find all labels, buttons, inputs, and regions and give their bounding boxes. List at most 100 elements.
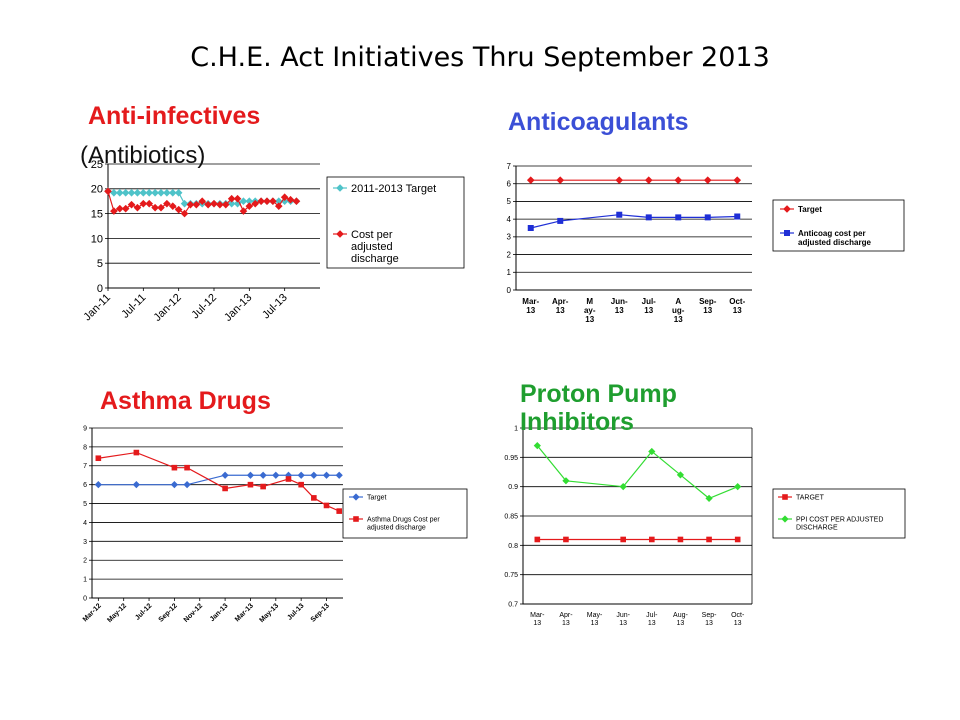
ppi-title: Proton Pump Inhibitors	[520, 380, 677, 436]
data-point	[121, 204, 130, 213]
data-point	[562, 477, 570, 485]
x-tick-label: Mar-13	[522, 297, 539, 315]
data-point	[133, 188, 142, 197]
series-line	[98, 451, 340, 512]
data-point	[168, 188, 177, 197]
x-tick-label: Jul-13	[646, 612, 658, 627]
data-point	[192, 200, 201, 209]
data-point	[110, 207, 118, 215]
data-point	[563, 536, 569, 543]
x-tick-label: Mar-13	[234, 602, 255, 623]
anti-infectives-title: Anti-infectives	[88, 102, 261, 130]
y-tick-label: 0.7	[508, 601, 518, 608]
data-point	[227, 199, 236, 208]
data-point	[204, 199, 212, 208]
data-point	[222, 485, 228, 492]
asthma-title: Asthma Drugs	[100, 387, 271, 415]
data-point	[186, 200, 195, 209]
legend-marker	[783, 205, 791, 213]
data-point	[257, 197, 265, 206]
data-point	[251, 197, 260, 206]
data-point	[322, 471, 331, 479]
data-point	[526, 176, 535, 184]
data-point	[676, 471, 685, 479]
data-point	[186, 199, 195, 208]
data-point	[115, 204, 124, 213]
data-point	[733, 176, 742, 184]
data-point	[280, 197, 289, 206]
data-point	[174, 188, 183, 197]
data-point	[239, 207, 248, 215]
legend-box	[342, 488, 468, 539]
x-tick-label: May-13	[587, 612, 603, 627]
legend-label: Target	[367, 494, 387, 501]
data-point	[677, 536, 684, 543]
series-line	[98, 474, 340, 486]
x-tick-label: Jan-13	[209, 602, 230, 623]
data-point	[198, 197, 207, 206]
x-tick-label: Sep-13	[310, 602, 331, 623]
legend-box	[326, 176, 465, 269]
legend-marker	[352, 493, 360, 501]
data-point	[323, 502, 330, 509]
x-tick-label: Jun-13	[616, 612, 630, 627]
data-point	[335, 471, 343, 479]
y-tick-label: 8	[83, 444, 87, 451]
data-point	[115, 188, 124, 197]
data-point	[145, 188, 154, 197]
y-tick-label: 0.95	[504, 455, 518, 462]
data-point	[292, 197, 301, 206]
legend-marker	[336, 230, 344, 238]
series-1	[104, 187, 301, 208]
data-point	[260, 483, 266, 490]
legend-label: Anticoag cost per adjusted discharge	[798, 229, 871, 247]
series-2	[95, 449, 342, 514]
data-point	[104, 187, 112, 196]
data-point	[310, 471, 318, 479]
y-tick-label: 6	[83, 482, 87, 489]
y-tick-label: 1	[514, 425, 518, 432]
data-point	[210, 199, 218, 208]
y-tick-label: 7	[83, 463, 87, 470]
data-point	[263, 197, 271, 206]
data-point	[168, 202, 177, 210]
x-tick-label: Mar-13	[530, 612, 545, 627]
legend-label: Asthma Drugs Cost per adjusted discharge	[367, 516, 440, 531]
axes	[515, 166, 752, 291]
legend-label: TARGET	[796, 494, 825, 501]
data-point	[198, 199, 207, 208]
legend-marker	[782, 494, 788, 500]
data-point	[556, 176, 565, 184]
data-point	[94, 481, 102, 489]
data-point	[263, 197, 271, 206]
x-tick-label: Sep-12	[158, 602, 179, 623]
data-point	[336, 508, 342, 514]
y-tick-label: 4	[507, 215, 512, 224]
data-point	[133, 449, 140, 456]
y-tick-label: 5	[507, 197, 512, 206]
legend-marker	[781, 515, 789, 523]
x-tick-label: Apr-13	[552, 297, 569, 315]
x-tick-label: Jul-12	[189, 292, 219, 322]
series-1	[534, 536, 741, 543]
data-point	[620, 536, 626, 543]
data-point	[133, 203, 142, 212]
data-point	[251, 199, 260, 208]
data-point	[127, 200, 136, 209]
legend-marker	[353, 516, 359, 522]
y-tick-label: 10	[91, 233, 103, 245]
y-tick-label: 6	[507, 180, 512, 189]
data-point	[180, 199, 189, 208]
data-point	[132, 481, 140, 489]
y-tick-label: 1	[507, 268, 512, 277]
data-point	[139, 188, 148, 197]
y-tick-label: 15	[91, 208, 103, 220]
y-tick-label: 4	[83, 520, 87, 527]
data-point	[292, 197, 301, 206]
data-point	[734, 213, 741, 220]
x-tick-label: Jul-11	[119, 292, 148, 321]
axes	[91, 428, 343, 599]
data-point	[157, 188, 165, 197]
legend-label: PPI COST PER ADJUSTED DISCHARGE	[796, 516, 883, 531]
